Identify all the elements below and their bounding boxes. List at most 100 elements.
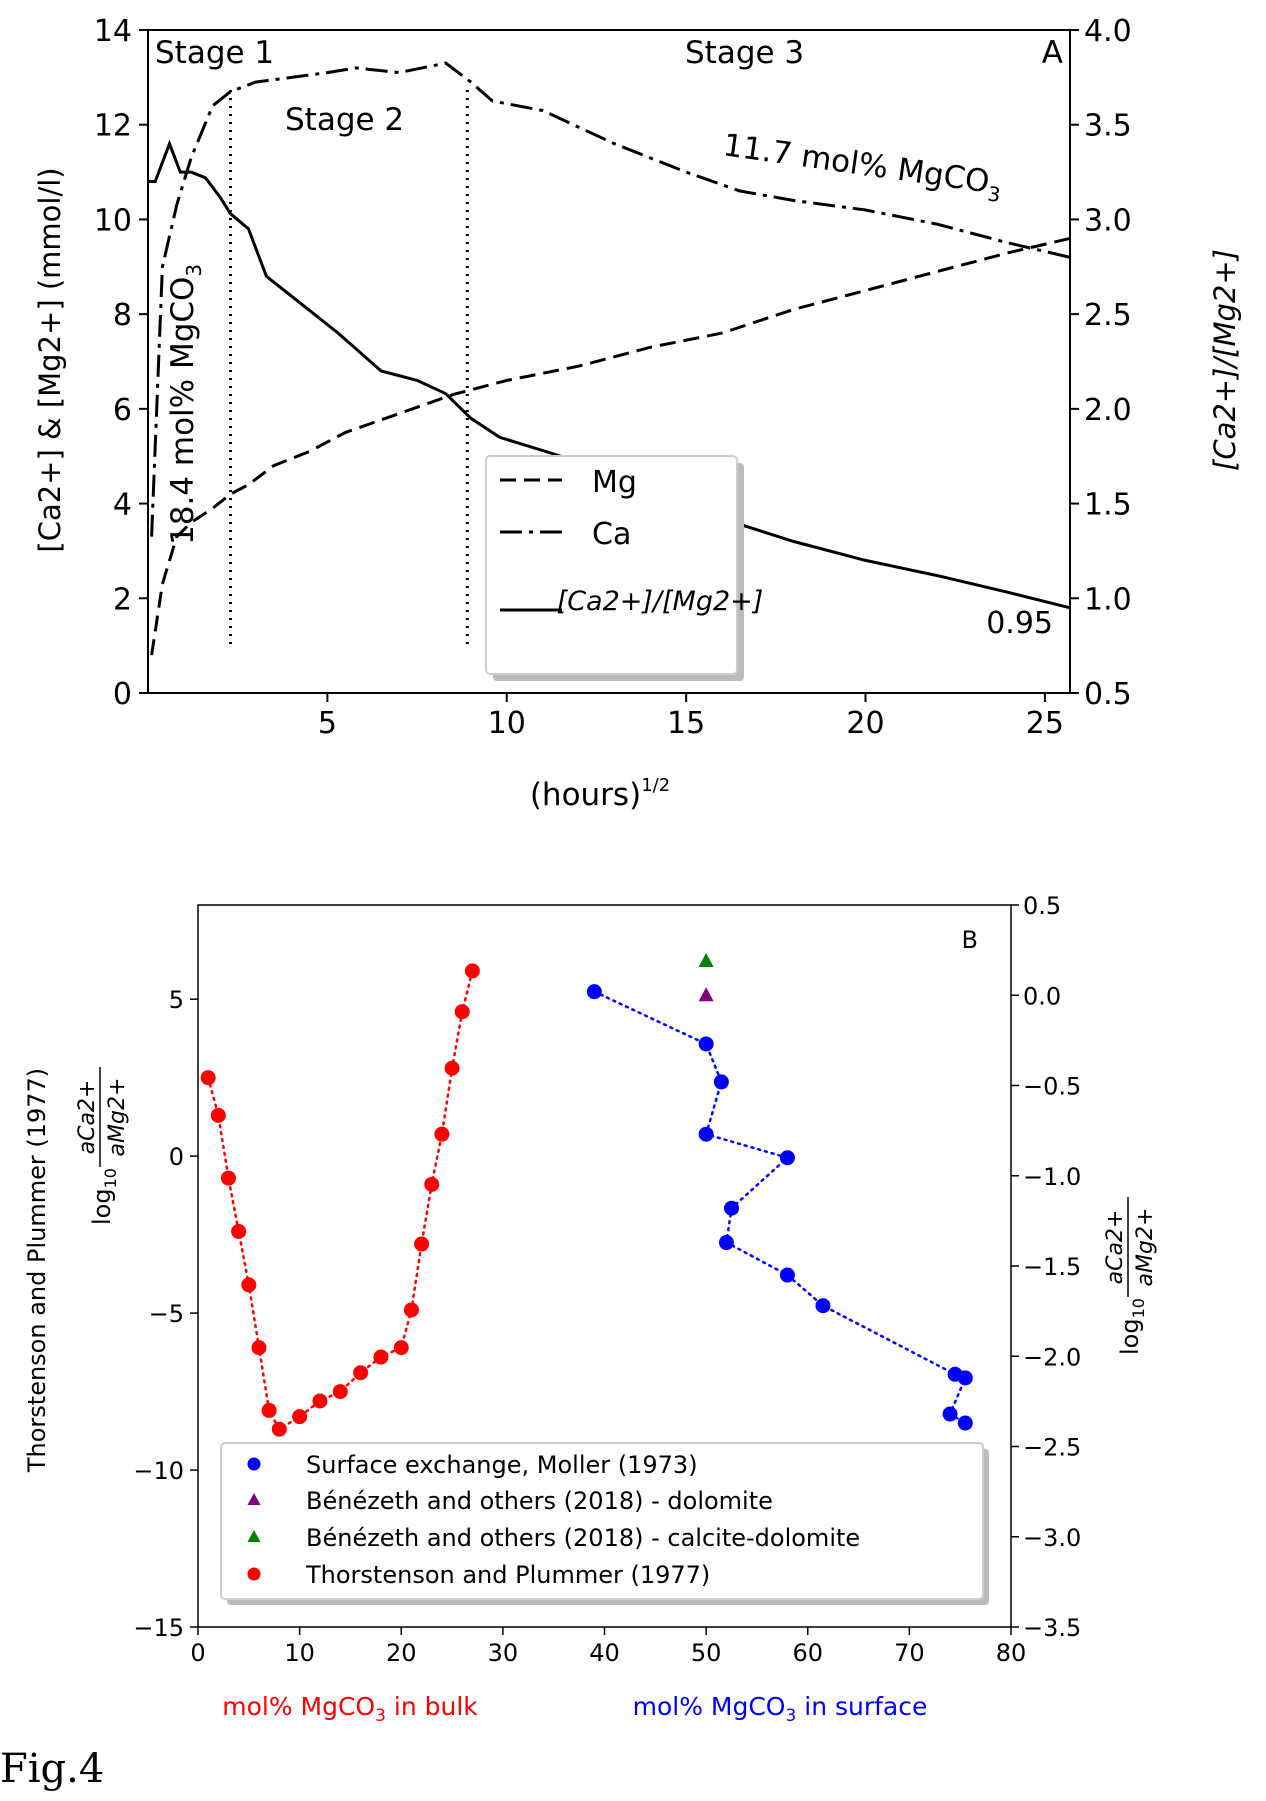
x-tick-label: 20 bbox=[846, 706, 884, 741]
x-tick-label: 5 bbox=[318, 706, 337, 741]
panel-label-a: A bbox=[1042, 35, 1063, 71]
y-tick-label: 10 bbox=[94, 203, 132, 238]
data-point bbox=[200, 1070, 216, 1086]
data-point bbox=[942, 1406, 958, 1422]
plot-frame-a bbox=[147, 29, 1071, 694]
log-text: log bbox=[88, 1188, 116, 1225]
y-tick-label: −5 bbox=[149, 1300, 184, 1328]
subscript: 3 bbox=[375, 1706, 386, 1726]
data-point bbox=[424, 1176, 440, 1192]
y-right-tick-label: 1.0 bbox=[1084, 582, 1132, 617]
x-label-tail: in bulk bbox=[386, 1692, 478, 1721]
y-right-tick-label: −3.5 bbox=[1023, 1614, 1081, 1642]
y-right-tick-label: 3.0 bbox=[1084, 203, 1132, 238]
series-line-dashed bbox=[150, 236, 1071, 656]
fraction-numerator: aCa2+ bbox=[1103, 1210, 1128, 1285]
x-label-text: mol% MgCO bbox=[633, 1692, 786, 1721]
subscript: 3 bbox=[986, 181, 1002, 207]
data-point bbox=[312, 1393, 328, 1409]
y-axis-label: Thorstenson and Plummer (1977) bbox=[23, 1068, 51, 1473]
stage-1-label: Stage 1 bbox=[155, 35, 274, 71]
x-tick-label: 80 bbox=[996, 1639, 1027, 1667]
data-point bbox=[403, 1302, 419, 1318]
series-line bbox=[206, 969, 474, 1431]
data-point bbox=[698, 952, 714, 967]
legend-label: Surface exchange, Moller (1973) bbox=[306, 1451, 698, 1479]
y-tick-label: 14 bbox=[94, 14, 132, 49]
y-tick-label: 0 bbox=[169, 1143, 184, 1171]
x-label-tail: in surface bbox=[796, 1692, 927, 1721]
log-subscript: 10 bbox=[1129, 1298, 1148, 1318]
data-point bbox=[454, 1004, 470, 1020]
data-point bbox=[779, 1267, 795, 1283]
annotation-ca-initial: 18.4 mol% MgCO3 bbox=[165, 264, 206, 545]
y-tick-label: 8 bbox=[113, 298, 132, 333]
data-point bbox=[713, 1074, 729, 1090]
data-point bbox=[261, 1402, 277, 1418]
x-tick-label: 20 bbox=[386, 1639, 417, 1667]
y-right-tick-label: −1.5 bbox=[1023, 1253, 1081, 1281]
y-tick-label: 5 bbox=[169, 986, 184, 1014]
data-point bbox=[444, 1060, 460, 1076]
data-point bbox=[393, 1340, 409, 1356]
series-line-solid bbox=[148, 139, 1071, 610]
y-axis-label: [Ca2+] & [Mg2+] (mmol/l) bbox=[33, 167, 67, 552]
data-point bbox=[220, 1170, 236, 1186]
legend-b: Surface exchange, Moller (1973) Bénézeth … bbox=[220, 1442, 989, 1605]
legend-label: Mg bbox=[592, 465, 637, 500]
y-right-tick-label: −2.0 bbox=[1023, 1343, 1081, 1371]
y-tick-label: −10 bbox=[133, 1457, 184, 1485]
legend-box bbox=[220, 1442, 984, 1600]
legend-label: Ca bbox=[592, 517, 631, 552]
data-point bbox=[957, 1370, 973, 1386]
y-right-axis-label: [Ca2+]/[Mg2+] bbox=[1208, 249, 1242, 471]
x-axis-label-bulk: mol% MgCO3 in bulk bbox=[222, 1692, 478, 1726]
data-point bbox=[414, 1236, 430, 1252]
y-right-tick-label: 2.5 bbox=[1084, 298, 1132, 333]
x-axis-label-surface: mol% MgCO3 in surface bbox=[633, 1692, 928, 1726]
x-tick-label: 25 bbox=[1026, 706, 1064, 741]
log-text: log bbox=[1116, 1318, 1144, 1355]
log-label: log10 bbox=[88, 1168, 120, 1225]
y-tick-label: 2 bbox=[113, 582, 132, 617]
series-line-dashdot bbox=[150, 61, 1071, 537]
data-point bbox=[464, 963, 480, 979]
legend-label: Bénézeth and others (2018) - calcite-dol… bbox=[306, 1524, 860, 1552]
data-point bbox=[815, 1298, 831, 1314]
x-tick-label: 10 bbox=[488, 706, 526, 741]
y-right-tick-label: −3.0 bbox=[1023, 1524, 1081, 1552]
fraction-denominator: aMg2+ bbox=[105, 1078, 130, 1157]
data-point bbox=[373, 1349, 389, 1365]
y-right-tick-label: 2.0 bbox=[1084, 393, 1132, 428]
y-right-tick-label: 1.5 bbox=[1084, 488, 1132, 523]
subscript: 3 bbox=[785, 1706, 796, 1726]
x-axis-label: (hours)1/2 bbox=[530, 775, 670, 813]
data-point bbox=[210, 1107, 226, 1123]
data-point bbox=[957, 1415, 973, 1431]
x-tick-label: 10 bbox=[284, 1639, 315, 1667]
y-right-tick-label: −0.5 bbox=[1023, 1073, 1081, 1101]
x-axis-label-base: (hours) bbox=[530, 777, 641, 813]
x-tick-label: 70 bbox=[894, 1639, 925, 1667]
x-tick-label: 50 bbox=[691, 1639, 722, 1667]
legend-marker bbox=[247, 1530, 261, 1542]
legend-marker bbox=[247, 1493, 261, 1505]
y-tick-label: −15 bbox=[133, 1614, 184, 1642]
legend-a: Mg Ca [Ca2+]/[Mg2+] bbox=[485, 455, 763, 681]
data-point bbox=[292, 1409, 308, 1425]
y-right-tick-label: 0.5 bbox=[1084, 677, 1132, 712]
log-subscript: 10 bbox=[101, 1168, 120, 1188]
data-point bbox=[698, 987, 714, 1002]
data-point bbox=[271, 1421, 287, 1437]
legend-label: Thorstenson and Plummer (1977) bbox=[305, 1561, 710, 1589]
y-tick-label: 0 bbox=[113, 677, 132, 712]
data-point bbox=[241, 1277, 257, 1293]
data-point bbox=[698, 1036, 714, 1052]
fraction-denominator: aMg2+ bbox=[1133, 1208, 1158, 1287]
x-tick-label: 30 bbox=[488, 1639, 519, 1667]
y-right-tick-label: 4.0 bbox=[1084, 14, 1132, 49]
x-tick-label: 40 bbox=[589, 1639, 620, 1667]
legend-marker bbox=[247, 1457, 261, 1471]
stage-3-label: Stage 3 bbox=[685, 35, 804, 71]
